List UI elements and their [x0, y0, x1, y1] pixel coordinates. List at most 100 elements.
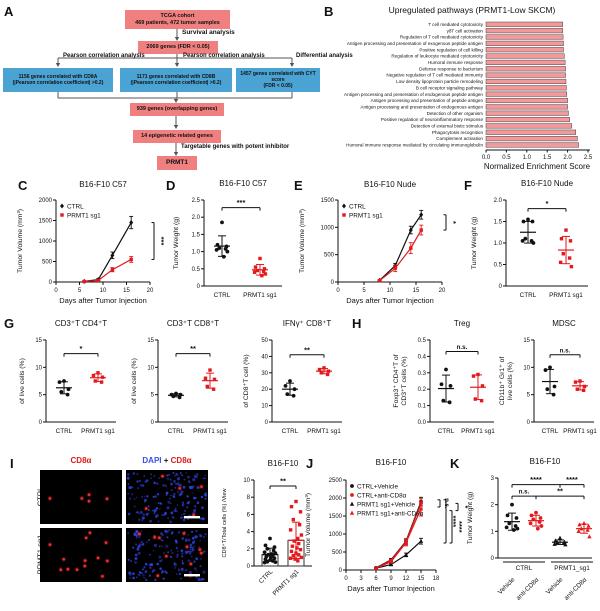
y-tick-label: 5: [527, 393, 531, 399]
dapi-nucleus: [138, 535, 141, 539]
dapi-nucleus: [184, 509, 187, 512]
data-point: [298, 547, 303, 552]
data-point: [299, 555, 304, 560]
dapi-nucleus: [203, 493, 207, 497]
data-point: [564, 228, 568, 232]
dapi-nucleus: [143, 495, 146, 498]
pathway-bar: [485, 97, 568, 104]
data-point: [513, 524, 518, 528]
dapi-nucleus: [133, 533, 137, 537]
header-text: DAPI: [142, 456, 162, 465]
series-line: [84, 258, 132, 283]
flow-box-cd8a-genes: 1156 genes correlated with CD8A (|Pearso…: [3, 68, 113, 92]
dapi-nucleus: [169, 478, 172, 481]
pathway-bar: [485, 66, 566, 72]
dapi-nucleus: [192, 508, 197, 513]
data-point: [299, 533, 304, 537]
legend-label: CTRL+Vehicle: [357, 483, 398, 490]
data-point: [296, 553, 301, 557]
y-axis-label: CD8⁺T/Total cells (%) /View: [221, 488, 228, 558]
legend-label: CTRL: [349, 203, 366, 210]
data-point: [577, 522, 582, 527]
data-point: [325, 372, 330, 377]
dapi-nucleus: [126, 476, 130, 480]
cd8-cell: [88, 531, 92, 535]
data-point: [296, 559, 300, 563]
data-point: [295, 546, 299, 550]
dapi-nucleus: [166, 506, 170, 510]
dapi-nucleus: [189, 543, 193, 547]
dapi-nucleus: [193, 545, 196, 548]
dot-plot-svg: B16-F10 0 2 4 6 8 10 CD8⁺T/Total cells (%) /Vie…: [221, 459, 312, 597]
mdsc-dot-plot: MDSC 0 5 10 15 CD11b⁺ Gr1⁺ of live cells (%) n.…: [496, 314, 600, 459]
sig-label: **: [304, 345, 310, 354]
y-axis-label: Tumor Weight (g): [173, 217, 180, 270]
tumor-weight-nude-dot-plot: B16-F10 Nude 0 0.5 1.0 1.5 2.0 Tumor Weight (g…: [462, 174, 600, 321]
dapi-nucleus: [161, 545, 164, 548]
y-axis-label: Foxp3⁺ CD4⁺T of: [393, 354, 400, 407]
chart-title: B16-F10: [530, 457, 561, 466]
dapi-nucleus: [189, 548, 192, 551]
cd8-cell: [59, 568, 63, 571]
cd8-cell: [156, 574, 160, 577]
data-point: [473, 397, 478, 401]
dapi-nucleus: [127, 558, 130, 561]
data-point: [521, 219, 526, 224]
dapi-nucleus: [159, 559, 162, 563]
sig-label: *: [546, 199, 549, 208]
data-point: [283, 384, 288, 388]
data-point: [177, 395, 182, 400]
data-point: [96, 371, 100, 375]
dapi-nucleus: [161, 534, 164, 537]
dapi-nucleus: [162, 514, 165, 516]
dapi-nucleus: [191, 536, 195, 540]
dapi-nucleus: [153, 481, 156, 485]
dapi-nucleus: [150, 477, 152, 480]
data-point: [553, 538, 558, 543]
cd8-cell: [192, 513, 195, 517]
cd8-cell: [87, 499, 91, 503]
data-point: [212, 377, 217, 382]
dapi-nucleus: [198, 546, 200, 548]
micrograph-svg: [126, 528, 208, 582]
dapi-nucleus: [171, 516, 174, 518]
chart-title: B16-F10: [376, 458, 407, 467]
data-point: [110, 252, 115, 258]
dapi-nucleus: [168, 529, 171, 532]
data-point: [408, 227, 413, 233]
dapi-nucleus: [166, 477, 169, 480]
x-tick-label: CTRL: [56, 428, 73, 435]
dapi-nucleus: [183, 478, 186, 481]
dapi-nucleus: [193, 496, 196, 500]
legend-label: CTRL: [67, 203, 84, 210]
dapi-nucleus: [138, 518, 141, 521]
dapi-nucleus: [187, 518, 190, 521]
y-tick-label: 2: [491, 503, 495, 509]
dapi-nucleus: [143, 566, 146, 569]
pathway-label: Low density lipoprotein particle remodel…: [396, 79, 483, 84]
dapi-nucleus: [172, 492, 176, 496]
dapi-nucleus: [154, 578, 157, 582]
dapi-nucleus: [167, 517, 169, 519]
flow-box-2069-genes: 2069 genes (FDR < 0.05): [138, 41, 218, 54]
pathway-label: Positive regulation of cell killing: [419, 47, 483, 52]
data-point: [510, 502, 514, 507]
y-tick-label: 1000: [321, 225, 335, 231]
cd8-depletion-volume-line-chart: B16-F10 0 500 1000 1500 2000 2500 0 3 6 9 12 15 18 Tum…: [300, 452, 500, 611]
y-axis-label: CD3⁺T cells (%): [401, 356, 408, 405]
pathway-bar: [485, 123, 572, 129]
dapi-nucleus: [127, 483, 130, 486]
pathway-bar: [485, 117, 570, 123]
data-point: [211, 387, 216, 391]
dapi-nucleus: [141, 516, 145, 520]
micrograph-svg: [126, 470, 208, 524]
dapi-nucleus: [153, 475, 156, 478]
dapi-nucleus: [134, 560, 138, 564]
data-point: [543, 368, 548, 372]
dapi-nucleus: [143, 500, 147, 503]
dapi-nucleus: [147, 508, 150, 511]
flow-label-targetable-genes: Targetable genes with potent inhibitor: [181, 144, 290, 150]
dapi-nucleus: [193, 560, 196, 563]
data-point: [296, 536, 300, 541]
dapi-nucleus: [145, 513, 149, 516]
